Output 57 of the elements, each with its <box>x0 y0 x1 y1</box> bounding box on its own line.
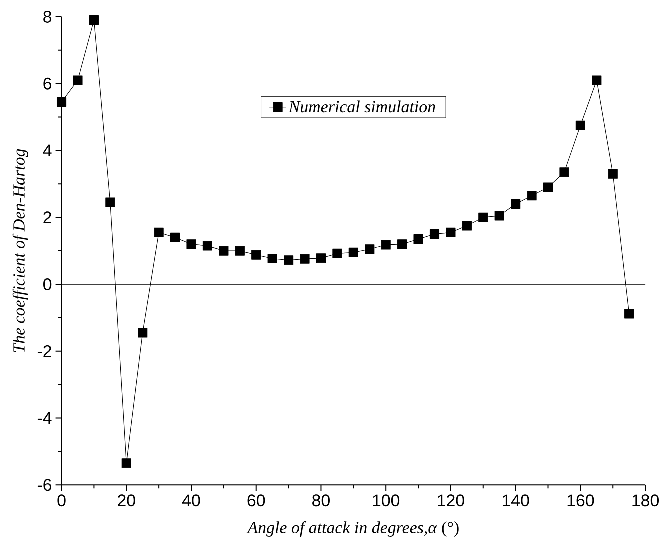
point <box>592 76 602 86</box>
point <box>494 211 504 221</box>
point <box>608 169 618 179</box>
x-tick-label: 120 <box>438 494 464 507</box>
point <box>202 241 212 251</box>
point <box>106 198 116 208</box>
point <box>414 234 424 244</box>
legend-label: Numerical simulation <box>288 100 436 113</box>
y-axis-title: The coefficient of Den-Hartog <box>12 149 28 352</box>
point <box>560 168 570 178</box>
point <box>284 256 294 266</box>
point <box>511 199 521 210</box>
x-tick-label: 80 <box>312 494 330 507</box>
point <box>170 232 180 242</box>
point <box>446 228 456 238</box>
y-tick-label: 4 <box>43 144 52 157</box>
point <box>430 230 440 240</box>
x-axis-title: Angle of attack in degrees,α (°) <box>246 521 459 538</box>
point <box>576 120 586 130</box>
point <box>122 458 132 468</box>
x-tick-label: 60 <box>248 494 266 507</box>
y-tick-label: 6 <box>44 78 52 90</box>
point <box>332 248 342 259</box>
x-tick-label: 140 <box>502 494 530 507</box>
point <box>235 246 245 256</box>
point <box>219 246 229 256</box>
point <box>154 228 164 238</box>
y-tick-label: 0 <box>44 278 52 291</box>
y-tick-label: -4 <box>38 412 52 424</box>
x-tick-label: 180 <box>632 494 660 507</box>
point <box>527 191 537 201</box>
point <box>316 254 326 264</box>
point <box>268 254 278 264</box>
x-tick-label: 100 <box>373 494 400 507</box>
y-tick-label: 8 <box>44 10 52 23</box>
x-tick-label: 40 <box>182 494 200 507</box>
point <box>138 328 148 338</box>
y-tick-label: 2 <box>44 212 52 224</box>
x-tick-label: 160 <box>568 494 594 507</box>
y-tick-label: -2 <box>38 346 52 358</box>
point <box>300 254 310 264</box>
point <box>56 97 67 108</box>
point <box>89 16 99 26</box>
y-tick-label: -6 <box>38 479 52 492</box>
point <box>348 248 358 258</box>
point <box>252 250 262 260</box>
x-tick-label: 20 <box>118 494 136 507</box>
point <box>462 221 472 231</box>
point <box>398 240 408 250</box>
x-tick-label: 0 <box>58 494 66 507</box>
point <box>381 240 391 250</box>
point <box>73 76 83 86</box>
point <box>478 212 488 222</box>
point <box>543 182 554 192</box>
point <box>624 309 634 319</box>
point <box>186 240 196 250</box>
point <box>365 244 375 254</box>
